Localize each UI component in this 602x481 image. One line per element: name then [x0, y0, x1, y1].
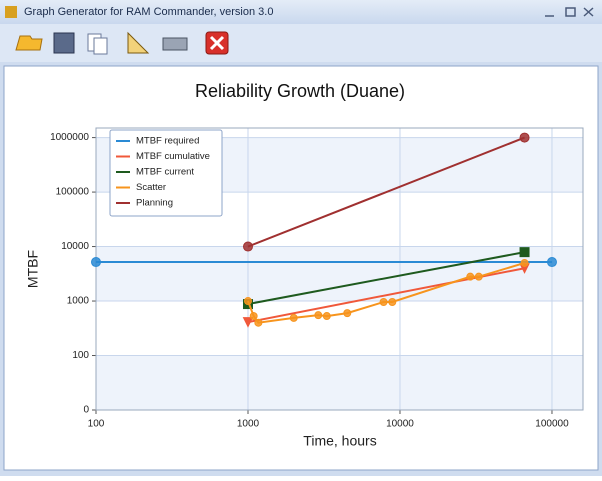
print-button[interactable] [162, 37, 188, 51]
window-title: Graph Generator for RAM Commander, versi… [24, 6, 273, 18]
chart-settings-button[interactable] [127, 31, 150, 54]
point-marker [314, 311, 323, 320]
point-marker [254, 318, 263, 327]
legend-label: Scatter [136, 182, 166, 193]
x-tick-label: 100 [88, 419, 105, 430]
legend-label: MTBF required [136, 136, 199, 147]
open-button[interactable] [15, 35, 43, 51]
point-marker [546, 257, 557, 268]
grid-band [96, 355, 583, 410]
exit-icon [209, 35, 225, 51]
y-tick-label: 1000 [67, 296, 90, 307]
y-tick-label: 0 [83, 405, 89, 416]
toolbar-buttons [15, 31, 229, 55]
point-marker [519, 247, 530, 258]
legend-label: MTBF current [136, 167, 194, 178]
y-tick-label: 1000000 [50, 132, 89, 143]
series-line [247, 136, 525, 248]
point-marker [322, 312, 331, 321]
y-tick-label: 10000 [61, 241, 89, 252]
title-bar [0, 0, 602, 24]
point-marker [249, 312, 258, 321]
save-button[interactable] [53, 32, 75, 54]
x-tick-label: 1000 [237, 419, 260, 430]
point-marker [242, 317, 254, 328]
point-marker [379, 298, 388, 307]
legend-label: MTBF cumulative [136, 151, 210, 162]
point-marker [243, 297, 252, 306]
point-marker [474, 272, 483, 281]
x-axis-label: Time, hours [303, 433, 376, 449]
legend-box [109, 129, 223, 217]
close-button[interactable] [583, 7, 594, 17]
plot-border [95, 127, 584, 411]
maximize-button[interactable] [565, 7, 576, 17]
copy-button-page [93, 37, 108, 55]
series-line [247, 251, 525, 306]
point-marker [520, 258, 529, 267]
chart-title: Reliability Growth (Duane) [195, 81, 405, 101]
x-tick-label: 100000 [535, 419, 569, 430]
point-marker [242, 241, 253, 252]
point-marker [466, 272, 475, 281]
y-tick-label: 100000 [56, 187, 90, 198]
point-marker [343, 309, 352, 318]
x-tick-label: 10000 [386, 419, 414, 430]
legend-label: Planning [136, 198, 173, 209]
y-tick-label: 100 [72, 350, 89, 361]
point-marker [519, 132, 530, 143]
app-icon [5, 6, 17, 18]
window-controls [545, 7, 594, 17]
point-marker [388, 298, 397, 307]
y-axis-label: MTBF [25, 250, 41, 288]
point-marker [289, 313, 298, 322]
point-marker [91, 257, 101, 268]
